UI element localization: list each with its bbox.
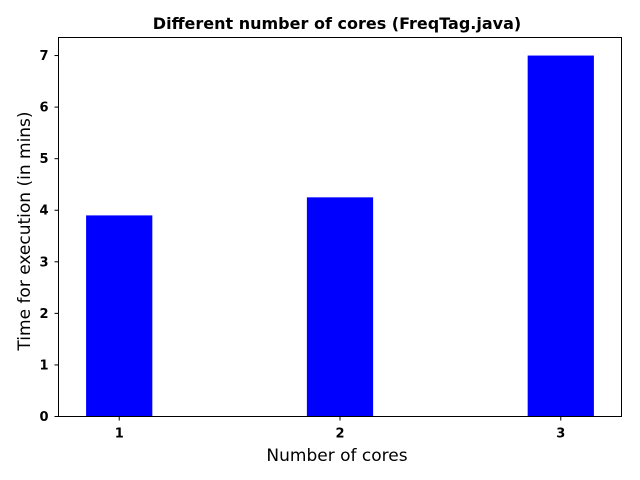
x-tick-label: 3 [556, 427, 565, 442]
x-axis-label: Number of cores [266, 446, 407, 466]
plot-frame [58, 37, 622, 417]
x-tick-label: 1 [115, 427, 124, 442]
y-tick-label: 0 [39, 410, 48, 425]
y-tick-label: 5 [39, 152, 48, 167]
x-tick-label: 2 [335, 427, 344, 442]
bar-2 [306, 197, 374, 417]
chart-title: Different number of cores (FreqTag.java) [153, 14, 521, 33]
y-axis-label: Time for execution (in mins) [15, 111, 35, 351]
y-tick-label: 6 [39, 101, 48, 116]
y-tick-label: 3 [39, 255, 48, 270]
bar-3 [527, 55, 594, 417]
x-axis-ticks: 1 2 3 [115, 416, 565, 442]
y-axis-ticks: 0 1 2 3 4 5 6 7 [39, 49, 59, 425]
y-tick-label: 7 [39, 49, 48, 64]
bars-group [86, 55, 594, 417]
y-tick-label: 2 [39, 307, 48, 322]
bar-1 [86, 215, 153, 417]
y-tick-label: 4 [39, 204, 48, 219]
y-tick-label: 1 [39, 358, 48, 373]
